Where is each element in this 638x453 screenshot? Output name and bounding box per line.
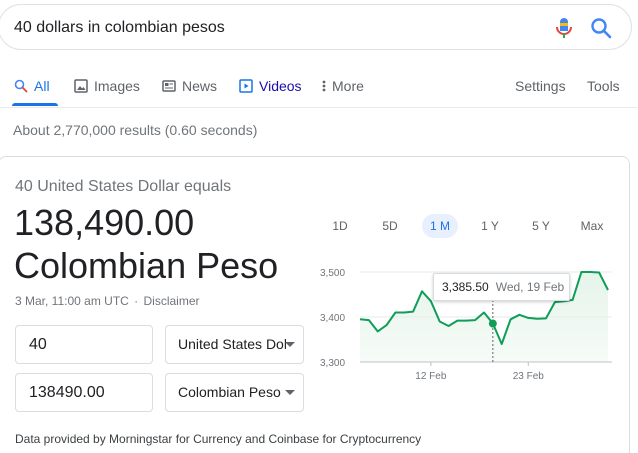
rate-timestamp: 3 Mar, 11:00 am UTC · Disclaimer — [15, 294, 200, 308]
from-currency-value: United States Dollar — [178, 336, 286, 352]
tab-images[interactable]: Images — [74, 76, 140, 96]
result-stats: About 2,770,000 results (0.60 seconds) — [13, 122, 258, 138]
converted-amount: 138,490.00 — [14, 202, 195, 243]
exchange-rate-chart[interactable]: 3,300 3,400 3,500 12 Feb 23 Feb — [312, 258, 632, 388]
tools-label: Tools — [587, 78, 620, 94]
tab-all[interactable]: All — [14, 76, 50, 96]
tab-videos-label: Videos — [259, 78, 302, 94]
range-max[interactable]: Max — [580, 219, 604, 233]
tab-all-label: All — [34, 78, 50, 94]
x-tick-label: 12 Feb — [415, 371, 447, 382]
play-icon — [239, 79, 253, 93]
image-icon — [74, 79, 88, 93]
chevron-down-icon — [285, 390, 295, 395]
tooltip-value: 3,385.50 — [442, 280, 489, 294]
currency-converter-card — [0, 156, 630, 453]
tooltip-date: Wed, 19 Feb — [495, 280, 565, 294]
timestamp-text: 3 Mar, 11:00 am UTC — [15, 294, 129, 308]
settings-link[interactable]: Settings — [515, 76, 566, 96]
y-tick-label: 3,400 — [320, 313, 345, 324]
to-currency-select[interactable]: Colombian Peso — [165, 373, 304, 412]
chevron-down-icon — [285, 342, 295, 347]
target-currency-name: Colombian Peso — [14, 245, 279, 286]
to-amount-input[interactable]: 138490.00 — [15, 373, 153, 412]
search-input[interactable] — [14, 19, 514, 37]
series-area — [360, 272, 608, 362]
search-box[interactable] — [0, 4, 632, 50]
tab-images-label: Images — [94, 78, 140, 94]
tab-news-label: News — [182, 78, 218, 94]
disclaimer-link[interactable]: Disclaimer — [143, 294, 200, 308]
conversion-equals-text: 40 United States Dollar equals — [15, 178, 232, 195]
tab-more-label: More — [332, 78, 364, 94]
tab-more[interactable]: More — [322, 76, 364, 96]
search-tabs: All Images News Videos More — [0, 66, 638, 108]
data-provider-note: Data provided by Morningstar for Currenc… — [15, 432, 422, 446]
range-1m[interactable]: 1 M — [422, 214, 458, 238]
tab-videos[interactable]: Videos — [239, 76, 302, 96]
range-1y[interactable]: 1 Y — [481, 219, 499, 233]
search-icon — [14, 79, 28, 93]
range-5y[interactable]: 5 Y — [532, 219, 550, 233]
search-icon[interactable] — [590, 17, 612, 39]
range-5d[interactable]: 5D — [382, 219, 398, 233]
tab-news[interactable]: News — [162, 76, 217, 96]
from-currency-select[interactable]: United States Dollar — [165, 325, 304, 364]
from-amount-input[interactable]: 40 — [15, 325, 153, 364]
x-tick-label: 23 Feb — [513, 371, 545, 382]
more-vert-icon — [322, 80, 326, 92]
y-tick-label: 3,500 — [320, 268, 345, 279]
microphone-icon[interactable] — [554, 17, 574, 39]
hover-point — [488, 319, 497, 328]
range-1d[interactable]: 1D — [332, 219, 348, 233]
to-currency-value: Colombian Peso — [178, 384, 281, 400]
chart-tooltip: 3,385.50 Wed, 19 Feb — [433, 273, 570, 301]
settings-label: Settings — [515, 78, 566, 94]
y-tick-label: 3,300 — [320, 358, 345, 369]
active-tab-indicator — [12, 103, 58, 106]
news-icon — [162, 80, 176, 92]
tools-link[interactable]: Tools — [587, 76, 620, 96]
